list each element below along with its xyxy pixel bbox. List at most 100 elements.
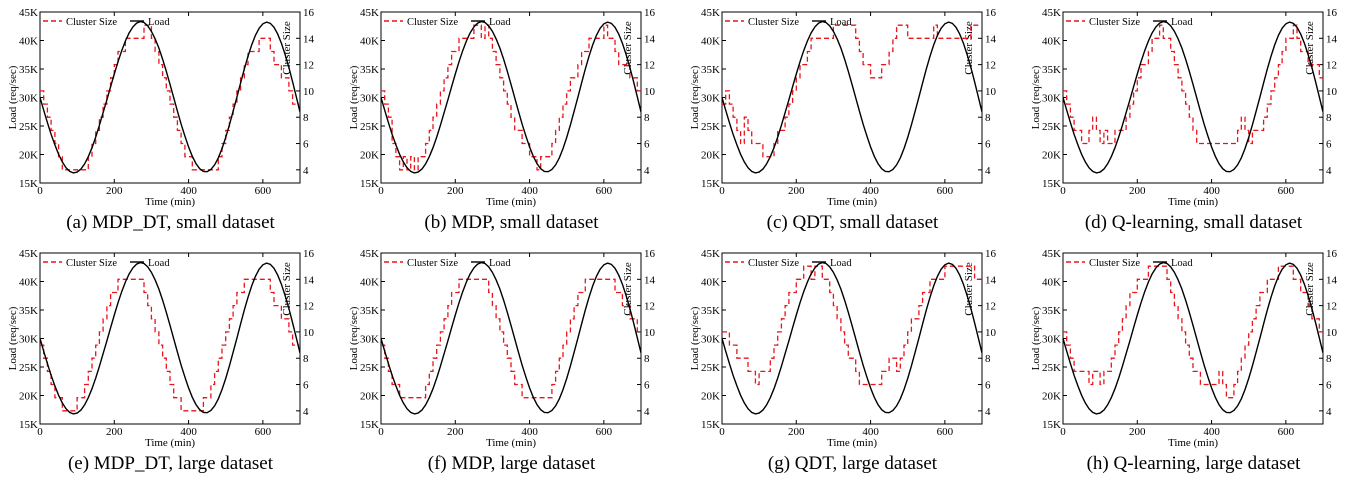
y2-tick-label: 10: [1326, 86, 1338, 98]
y-tick-label: 25K: [19, 362, 38, 374]
y-axis-label: Load (req/sec): [348, 65, 360, 129]
y-axis-label: Load (req/sec): [689, 65, 701, 129]
y-tick-label: 40K: [1042, 277, 1061, 289]
y2-tick-label: 14: [1326, 274, 1338, 286]
x-tick-label: 200: [106, 426, 123, 438]
y-tick-label: 20K: [19, 391, 38, 403]
x-tick-label: 0: [1060, 185, 1066, 197]
y2-tick-label: 10: [1326, 327, 1338, 339]
y-tick-label: 45K: [19, 248, 38, 260]
y-tick-label: 20K: [360, 150, 379, 162]
panel-caption: (d) Q-learning, small dataset: [1084, 212, 1303, 233]
y2-axis-label: Cluster Size: [1304, 21, 1316, 75]
x-tick-label: 600: [255, 426, 272, 438]
chart-svg: 0 200 400 600 15K 20K 25K 30K 35K 40K 45K 4 6 8 10 12 14…: [1030, 7, 1338, 208]
legend-label-cluster-size: Cluster Size: [66, 258, 117, 269]
y2-tick-label: 16: [1326, 248, 1338, 260]
y-tick-label: 35K: [1042, 305, 1061, 317]
x-tick-label: 400: [862, 185, 879, 197]
y2-tick-label: 10: [303, 327, 315, 339]
chart-panel: 0 200 400 600 15K 20K 25K 30K 35K 40K 45K 4 6 8 10 12 14…: [0, 241, 341, 482]
y2-tick-label: 14: [644, 274, 656, 286]
y-axis-label: Load (req/sec): [1030, 306, 1042, 370]
y2-tick-label: 8: [985, 353, 991, 365]
y-tick-label: 15K: [360, 178, 379, 190]
y2-tick-label: 8: [985, 112, 991, 124]
y2-tick-label: 12: [985, 301, 996, 313]
y2-tick-label: 16: [644, 248, 656, 260]
y2-tick-label: 12: [303, 60, 314, 72]
chart-svg: 0 200 400 600 15K 20K 25K 30K 35K 40K 45K 4 6 8 10 12 14…: [7, 7, 315, 208]
y2-tick-label: 10: [985, 86, 997, 98]
y-tick-label: 40K: [701, 277, 720, 289]
panel-caption: (a) MDP_DT, small dataset: [66, 212, 275, 233]
x-tick-label: 200: [1129, 426, 1146, 438]
y2-tick-label: 12: [644, 301, 655, 313]
y2-tick-label: 14: [303, 33, 315, 45]
y-tick-label: 40K: [360, 36, 379, 48]
y2-tick-label: 4: [303, 406, 309, 418]
chart-panel: 0 200 400 600 15K 20K 25K 30K 35K 40K 45K 4 6 8 10 12 14…: [1023, 241, 1364, 482]
y-tick-label: 35K: [701, 305, 720, 317]
y2-axis-label: Cluster Size: [963, 262, 975, 316]
y-tick-label: 20K: [701, 391, 720, 403]
x-tick-label: 600: [1278, 185, 1295, 197]
chart-svg: 0 200 400 600 15K 20K 25K 30K 35K 40K 45K 4 6 8 10 12 14…: [689, 248, 997, 449]
series-load-line: [381, 20, 641, 174]
x-tick-label: 600: [937, 185, 954, 197]
y-axis-label: Load (req/sec): [7, 306, 19, 370]
y2-tick-label: 10: [644, 86, 656, 98]
y-tick-label: 30K: [1042, 93, 1061, 105]
y-tick-label: 30K: [701, 93, 720, 105]
x-tick-label: 600: [255, 185, 272, 197]
y-tick-label: 40K: [360, 277, 379, 289]
chart-panel: 0 200 400 600 15K 20K 25K 30K 35K 40K 45K 4 6 8 10 12 14…: [341, 241, 682, 482]
panel-caption: (e) MDP_DT, large dataset: [67, 453, 274, 474]
y-tick-label: 20K: [1042, 391, 1061, 403]
x-tick-label: 400: [180, 426, 197, 438]
x-tick-label: 200: [1129, 185, 1146, 197]
y-tick-label: 45K: [701, 248, 720, 260]
chart-panel: 0 200 400 600 15K 20K 25K 30K 35K 40K 45K 4 6 8 10 12 14…: [682, 241, 1023, 482]
legend-label-cluster-size: Cluster Size: [748, 258, 799, 269]
chart-panel: 0 200 400 600 15K 20K 25K 30K 35K 40K 45K 4 6 8 10 12 14…: [341, 0, 682, 241]
chart-svg: 0 200 400 600 15K 20K 25K 30K 35K 40K 45K 4 6 8 10 12 14…: [348, 248, 656, 449]
y2-axis-label: Cluster Size: [963, 21, 975, 75]
y2-tick-label: 4: [644, 165, 650, 177]
series-cluster-size-line: [40, 278, 300, 412]
x-tick-label: 0: [378, 185, 384, 197]
y2-tick-label: 4: [644, 406, 650, 418]
x-tick-label: 200: [788, 426, 805, 438]
y2-tick-label: 8: [644, 112, 650, 124]
x-tick-label: 0: [37, 426, 43, 438]
y-tick-label: 20K: [1042, 150, 1061, 162]
x-tick-label: 600: [596, 185, 613, 197]
y-tick-label: 20K: [360, 391, 379, 403]
y2-tick-label: 14: [985, 274, 997, 286]
series-cluster-size-line: [381, 278, 641, 399]
series-load-line: [722, 261, 982, 415]
x-axis-label: Time (min): [145, 437, 195, 449]
panel-caption: (b) MDP, small dataset: [424, 212, 599, 233]
y-tick-label: 35K: [360, 64, 379, 76]
chart-svg: 0 200 400 600 15K 20K 25K 30K 35K 40K 45K 4 6 8 10 12 14…: [7, 248, 315, 449]
plot-frame: [1062, 252, 1324, 425]
y2-tick-label: 4: [1326, 406, 1332, 418]
x-tick-label: 400: [521, 426, 538, 438]
x-tick-label: 0: [378, 426, 384, 438]
x-tick-label: 400: [1203, 426, 1220, 438]
legend-label-cluster-size: Cluster Size: [748, 17, 799, 28]
series-load-line: [1063, 20, 1323, 174]
y2-tick-label: 16: [644, 7, 656, 19]
y-tick-label: 35K: [19, 64, 38, 76]
chart-svg: 0 200 400 600 15K 20K 25K 30K 35K 40K 45K 4 6 8 10 12 14…: [1030, 248, 1338, 449]
x-tick-label: 200: [788, 185, 805, 197]
x-axis-label: Time (min): [486, 196, 536, 208]
x-tick-label: 400: [862, 426, 879, 438]
legend-label-cluster-size: Cluster Size: [407, 258, 458, 269]
y-axis-label: Load (req/sec): [689, 306, 701, 370]
legend-label-cluster-size: Cluster Size: [1089, 258, 1140, 269]
y2-tick-label: 16: [985, 7, 997, 19]
y-tick-label: 30K: [701, 334, 720, 346]
